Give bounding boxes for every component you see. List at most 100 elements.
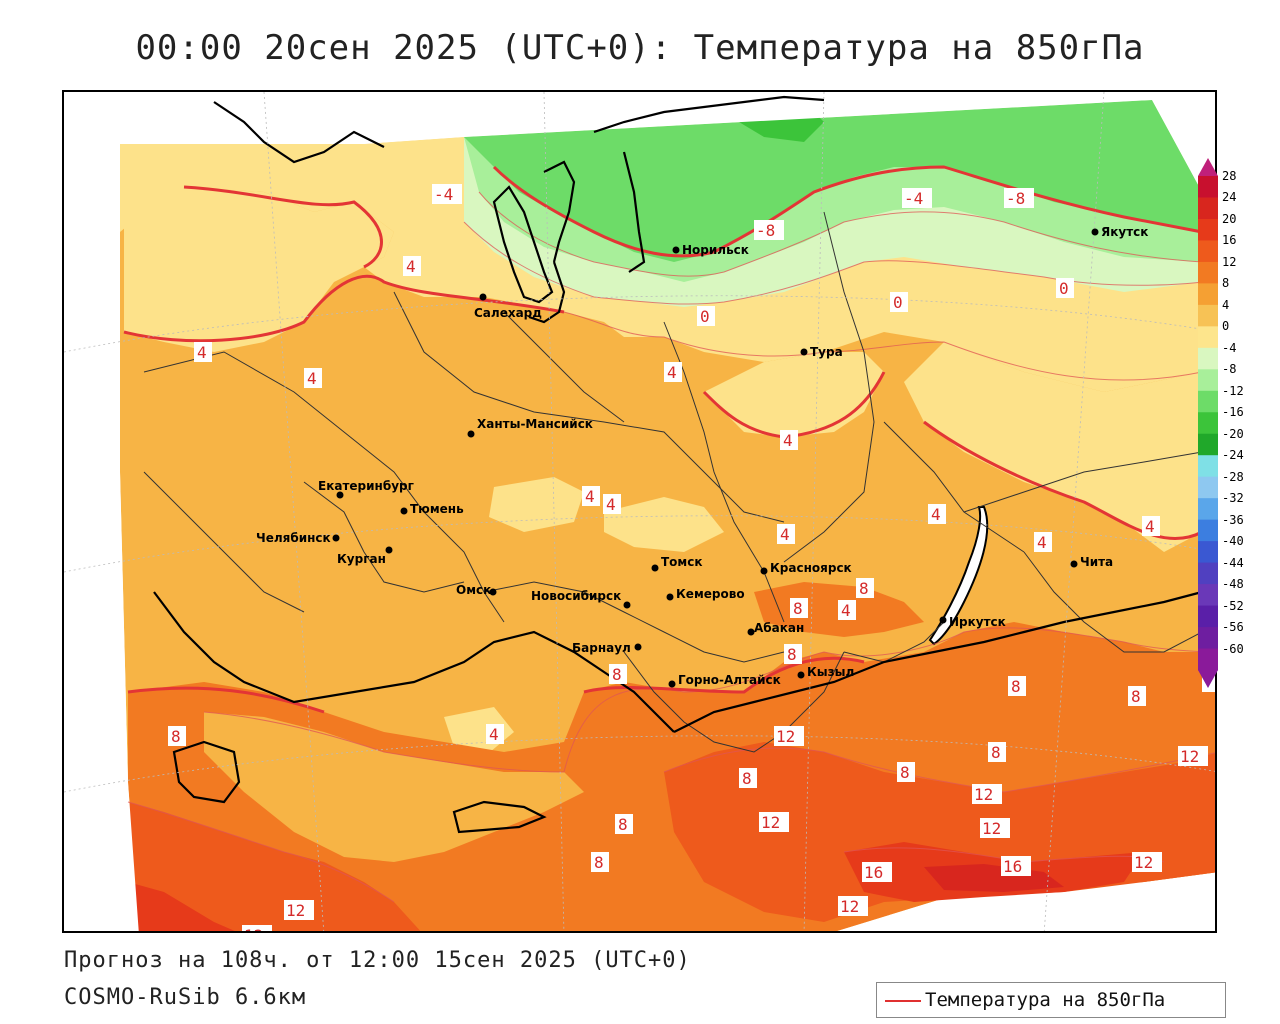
temperature-fill bbox=[64, 92, 1215, 931]
colorbar-segment bbox=[1198, 176, 1218, 198]
svg-text:12: 12 bbox=[286, 901, 305, 920]
colorbar-tick-label: 4 bbox=[1222, 297, 1230, 312]
band-0-to-4-patch2 bbox=[904, 342, 1202, 552]
city-label: Омск bbox=[456, 583, 491, 597]
contour-label-item: -8 bbox=[754, 220, 784, 240]
west-blank bbox=[64, 92, 139, 931]
contour-label-item: 8 bbox=[988, 742, 1006, 762]
city-label: Тюмень bbox=[410, 502, 464, 516]
city-label: Томск bbox=[661, 555, 703, 569]
border-11 bbox=[143, 471, 305, 613]
coast-yamal bbox=[492, 185, 554, 304]
svg-text:4: 4 bbox=[667, 363, 677, 382]
contour-label-item: 4 bbox=[304, 368, 322, 388]
band-0-to-4-patch6 bbox=[444, 707, 514, 757]
city-label: Барнаул bbox=[572, 641, 631, 655]
svg-text:4: 4 bbox=[931, 505, 941, 524]
svg-text:12: 12 bbox=[776, 727, 795, 746]
city-label: Екатеринбург bbox=[318, 479, 414, 493]
coast-taimyr bbox=[593, 95, 825, 134]
svg-text:4: 4 bbox=[1145, 517, 1155, 536]
city-tomsk: Томск bbox=[651, 555, 703, 572]
svg-text:8: 8 bbox=[171, 727, 181, 746]
city-label: Курган bbox=[337, 552, 386, 566]
border-10 bbox=[303, 481, 465, 593]
border-1 bbox=[143, 351, 505, 623]
svg-text:8: 8 bbox=[618, 815, 628, 834]
band-16-to-20 bbox=[128, 882, 235, 931]
main-isotherm-8 bbox=[127, 656, 865, 714]
colorbar-tick-label: -12 bbox=[1222, 383, 1244, 398]
city-abakan: Абакан bbox=[747, 621, 804, 636]
contour-label-item: 8 bbox=[1008, 676, 1026, 696]
colorbar-segment bbox=[1198, 218, 1218, 241]
colorbar-tick-label: -36 bbox=[1222, 512, 1244, 527]
main-isotherm-minus8-line bbox=[492, 165, 1203, 258]
svg-text:4: 4 bbox=[489, 725, 499, 744]
colorbar-tick-label: -8 bbox=[1222, 362, 1237, 377]
band-0-to-4-patch4 bbox=[489, 477, 584, 532]
contour-value-labels: -4 -8 -8 -4 0 0 0 4 4 4 4 4 4 4 4 4 4 4 … bbox=[168, 184, 1208, 933]
contour-label-item: 4 bbox=[582, 486, 600, 506]
border-12 bbox=[623, 651, 845, 753]
svg-text:8: 8 bbox=[793, 599, 803, 618]
parallel-3 bbox=[64, 295, 1215, 353]
border-13 bbox=[843, 621, 945, 663]
contour-label-item: 0 bbox=[1056, 278, 1074, 298]
city-yakutsk: Якутск bbox=[1091, 225, 1148, 239]
contour-label-item: -4 bbox=[902, 188, 932, 208]
svg-text:12: 12 bbox=[840, 897, 859, 916]
city-omsk: Омск bbox=[456, 583, 497, 597]
band-0-to-4-patch1 bbox=[704, 352, 884, 437]
colorbar-segment bbox=[1198, 605, 1218, 628]
colorbar-segment bbox=[1198, 584, 1218, 607]
contour-label-item: 8 bbox=[609, 664, 627, 684]
band-minus12-to-minus8 bbox=[464, 100, 1202, 262]
colorbar-segment bbox=[1198, 498, 1218, 521]
contour-label-item: 4 bbox=[194, 342, 212, 362]
contour-label-item: 4 bbox=[603, 494, 621, 514]
svg-text:12: 12 bbox=[244, 926, 263, 933]
contour-label-item: 8 bbox=[856, 578, 874, 598]
colorbar-tick-label: -24 bbox=[1222, 448, 1244, 463]
colorbar-tick-label: 20 bbox=[1222, 211, 1237, 226]
city-yekaterinburg: Екатеринбург bbox=[318, 479, 414, 499]
colorbar-segment bbox=[1198, 433, 1218, 456]
city-kyzyl: Кызыл bbox=[797, 665, 854, 679]
city-chita: Чита bbox=[1070, 555, 1113, 569]
meridian-3 bbox=[803, 92, 825, 931]
border-kazakhstan bbox=[153, 591, 675, 733]
contour-label-item: 4 bbox=[486, 724, 504, 744]
svg-text:8: 8 bbox=[900, 763, 910, 782]
colorbar-segment bbox=[1198, 326, 1218, 349]
colorbar bbox=[1198, 158, 1218, 688]
contour-label-item: 4 bbox=[838, 600, 856, 620]
colorbar-segment bbox=[1198, 261, 1218, 284]
contour-label-item: 8 bbox=[591, 852, 609, 872]
colorbar-segment bbox=[1198, 476, 1218, 499]
parallel-1 bbox=[64, 735, 1215, 793]
contour-label-item: -8 bbox=[1004, 188, 1034, 208]
svg-text:12: 12 bbox=[974, 785, 993, 804]
svg-text:12: 12 bbox=[1134, 853, 1153, 872]
contour-label-item: 12 bbox=[972, 784, 1002, 804]
colorbar-segment bbox=[1198, 197, 1218, 220]
model-name: COSMO-RuSib 6.6км bbox=[64, 985, 307, 1010]
coastlines bbox=[153, 95, 1203, 834]
colorbar-segment bbox=[1198, 412, 1218, 435]
colorbar-segment bbox=[1198, 240, 1218, 263]
contour-label-item: 0 bbox=[697, 306, 715, 326]
isotherm-minus8 bbox=[478, 191, 1203, 277]
border-mongolia bbox=[673, 590, 1203, 733]
contour-label-item: 8 bbox=[1128, 686, 1146, 706]
svg-text:16: 16 bbox=[864, 863, 883, 882]
svg-text:8: 8 bbox=[742, 769, 752, 788]
border-3 bbox=[503, 311, 625, 423]
contour-label-item: 4 bbox=[403, 256, 421, 276]
colorbar-segment bbox=[1198, 562, 1218, 585]
city-gorno-altaysk: Горно-Алтайск bbox=[668, 673, 781, 688]
colorbar-tick-label: 28 bbox=[1222, 169, 1237, 183]
svg-text:-4: -4 bbox=[904, 189, 923, 208]
map-canvas: Норильск Якутск Салехард Тура Ханты-Манс… bbox=[64, 92, 1215, 933]
band-0-to-4-patch3 bbox=[124, 182, 394, 352]
